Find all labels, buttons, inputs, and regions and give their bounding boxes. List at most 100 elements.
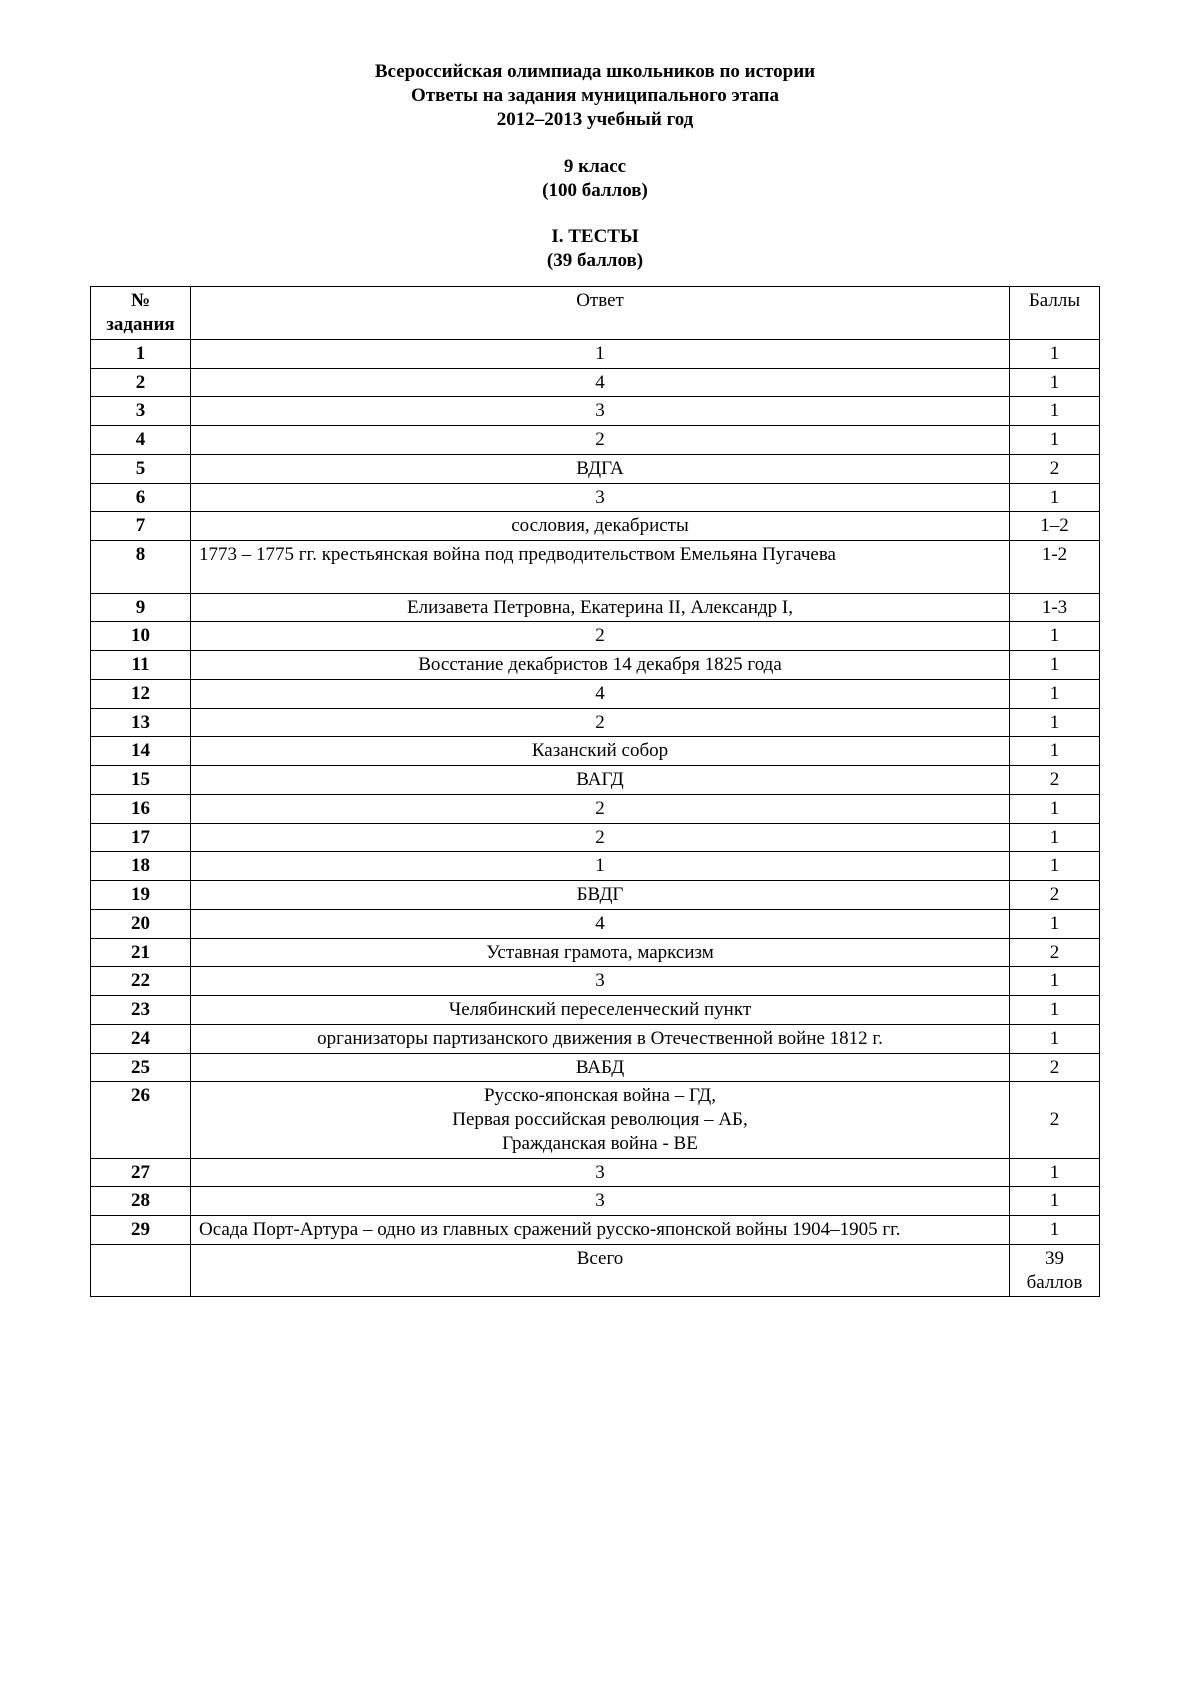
cell-answer: 2 [191,622,1010,651]
table-row: 29Осада Порт-Артура – одно из главных ср… [91,1216,1100,1245]
cell-answer: Челябинский переселенческий пункт [191,996,1010,1025]
cell-number: 5 [91,454,191,483]
cell-points: 1 [1010,397,1100,426]
title-line-3: 2012–2013 учебный год [90,108,1100,132]
cell-answer: 3 [191,1158,1010,1187]
cell-points: 1 [1010,1216,1100,1245]
cell-number: 29 [91,1216,191,1245]
cell-number: 11 [91,651,191,680]
table-row: 7сословия, декабристы1–2 [91,512,1100,541]
cell-number: 10 [91,622,191,651]
table-row: 81773 – 1775 гг. крестьянская война под … [91,541,1100,594]
table-row: 2831 [91,1187,1100,1216]
cell-answer: Русско-японская война – ГД,Первая россий… [191,1082,1010,1158]
cell-answer: БВДГ [191,881,1010,910]
title-line-1: Всероссийская олимпиада школьников по ис… [90,60,1100,84]
table-row: 1321 [91,708,1100,737]
col-header-number-line1: № [99,289,182,313]
cell-answer: 3 [191,397,1010,426]
table-row: 1241 [91,679,1100,708]
table-row: 1721 [91,823,1100,852]
cell-points: 1 [1010,426,1100,455]
table-row: 14Казанский собор1 [91,737,1100,766]
cell-answer: 3 [191,967,1010,996]
table-total-row: Всего39баллов [91,1244,1100,1297]
cell-number: 17 [91,823,191,852]
cell-points: 1 [1010,339,1100,368]
cell-answer: Елизавета Петровна, Екатерина II, Алекса… [191,593,1010,622]
cell-points: 1-2 [1010,541,1100,594]
cell-points: 2 [1010,938,1100,967]
cell-number: 19 [91,881,191,910]
cell-number: 3 [91,397,191,426]
table-row: 24организаторы партизанского движения в … [91,1024,1100,1053]
cell-answer: организаторы партизанского движения в От… [191,1024,1010,1053]
table-row: 15ВАГД2 [91,766,1100,795]
cell-total-label: Всего [191,1244,1010,1297]
cell-answer: 2 [191,823,1010,852]
table-row: 23Челябинский переселенческий пункт1 [91,996,1100,1025]
cell-answer: 2 [191,708,1010,737]
total-points-line2: баллов [1018,1271,1091,1295]
cell-answer: 2 [191,426,1010,455]
table-row: 2731 [91,1158,1100,1187]
col-header-answer: Ответ [191,287,1010,340]
cell-number: 6 [91,483,191,512]
cell-points: 1 [1010,622,1100,651]
cell-points: 1 [1010,1024,1100,1053]
cell-number: 25 [91,1053,191,1082]
col-header-number: №задания [91,287,191,340]
table-row: 2231 [91,967,1100,996]
cell-number: 20 [91,909,191,938]
cell-answer: Осада Порт-Артура – одно из главных сраж… [191,1216,1010,1245]
title-line-2: Ответы на задания муниципального этапа [90,84,1100,108]
table-row: 26Русско-японская война – ГД,Первая росс… [91,1082,1100,1158]
cell-number: 15 [91,766,191,795]
cell-points: 2 [1010,1053,1100,1082]
col-header-points: Баллы [1010,287,1100,340]
cell-answer: 1 [191,339,1010,368]
cell-points: 2 [1010,881,1100,910]
cell-number: 26 [91,1082,191,1158]
cell-number: 22 [91,967,191,996]
cell-number: 24 [91,1024,191,1053]
cell-answer: 4 [191,679,1010,708]
cell-number: 16 [91,794,191,823]
table-header-row: №заданияОтветБаллы [91,287,1100,340]
cell-points: 1 [1010,1187,1100,1216]
cell-number: 28 [91,1187,191,1216]
total-points-line1: 39 [1018,1247,1091,1271]
grade-line-1: 9 класс [90,155,1100,179]
cell-number: 7 [91,512,191,541]
cell-points: 1 [1010,737,1100,766]
table-row: 421 [91,426,1100,455]
cell-points: 1 [1010,967,1100,996]
cell-points: 1 [1010,794,1100,823]
table-row: 5ВДГА2 [91,454,1100,483]
cell-points: 2 [1010,766,1100,795]
cell-points: 1 [1010,823,1100,852]
cell-answer: ВДГА [191,454,1010,483]
table-row: 331 [91,397,1100,426]
section-heading: I. ТЕСТЫ (39 баллов) [90,225,1100,273]
table-row: 2041 [91,909,1100,938]
cell-total-points: 39баллов [1010,1244,1100,1297]
cell-answer: 1773 – 1775 гг. крестьянская война под п… [191,541,1010,594]
cell-number: 4 [91,426,191,455]
cell-number: 27 [91,1158,191,1187]
cell-number: 1 [91,339,191,368]
table-row: 1621 [91,794,1100,823]
cell-points: 1 [1010,996,1100,1025]
table-row: 1021 [91,622,1100,651]
cell-points: 1 [1010,368,1100,397]
cell-points: 1 [1010,1158,1100,1187]
cell-points: 1 [1010,708,1100,737]
col-header-number-line2: задания [99,313,182,337]
cell-answer: Восстание декабристов 14 декабря 1825 го… [191,651,1010,680]
table-row: 11Восстание декабристов 14 декабря 1825 … [91,651,1100,680]
table-row: 111 [91,339,1100,368]
cell-answer: 3 [191,483,1010,512]
table-row: 21Уставная грамота, марксизм2 [91,938,1100,967]
grade-heading: 9 класс (100 баллов) [90,155,1100,203]
cell-number: 18 [91,852,191,881]
